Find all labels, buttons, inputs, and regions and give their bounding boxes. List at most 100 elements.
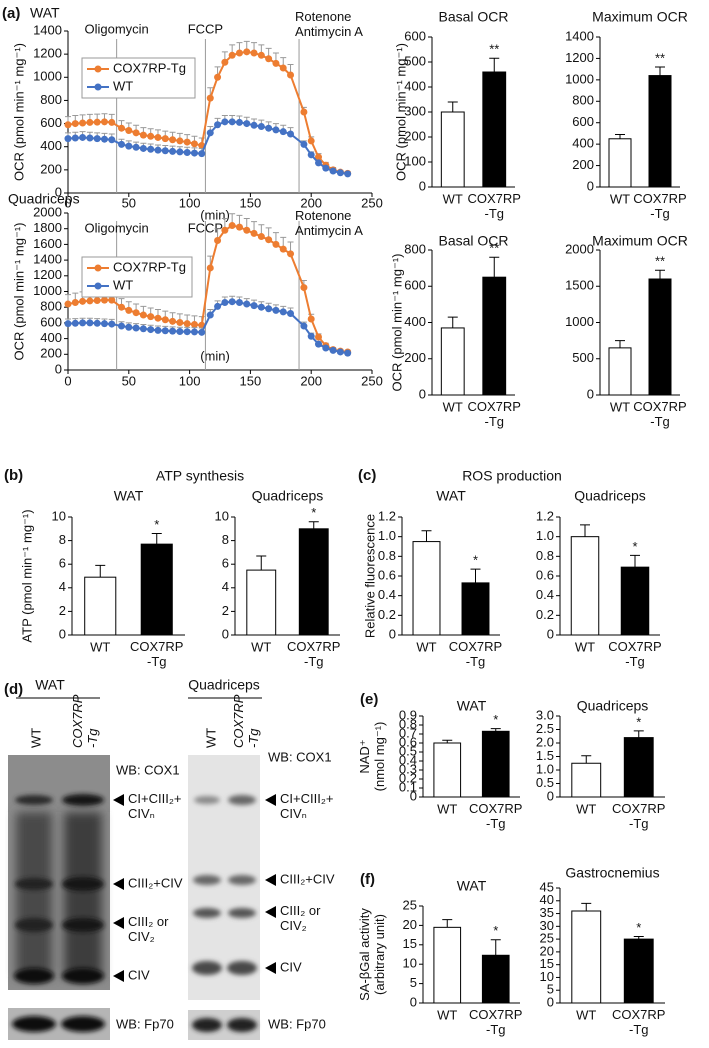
data-point: [190, 328, 198, 336]
y-axis-label: OCR (pmol min⁻¹ mg⁻¹): [11, 223, 26, 361]
error-bar: [490, 939, 501, 956]
y-tick-label: 300: [404, 103, 426, 118]
y-tick-label: 2: [59, 603, 66, 618]
arrow: [113, 970, 124, 982]
x-tick-label: 0: [64, 373, 71, 388]
probe-label: WB: COX1: [116, 762, 180, 777]
error-bar: [581, 755, 592, 764]
data-point: [79, 297, 87, 305]
x-tick-label: WT: [437, 1007, 457, 1022]
data-point: [161, 327, 169, 335]
error-bar: [447, 316, 458, 328]
y-tick-label: 600: [40, 115, 62, 130]
panel-label: (e): [360, 691, 378, 708]
bar: [481, 730, 510, 798]
data-point: [228, 51, 236, 59]
y-tick-label: 500: [572, 350, 594, 365]
error-bar: [581, 902, 592, 911]
y-tick-label: 1000: [33, 69, 62, 84]
y-tick-label: 0: [547, 994, 554, 1009]
y-tick-label: 0: [410, 788, 417, 803]
event-label: Rotenone Antimycin A: [295, 208, 363, 238]
data-point: [147, 145, 155, 153]
y-tick-label: 2000: [565, 241, 594, 256]
chart-title: WAT: [457, 878, 487, 894]
error-bar: [151, 533, 162, 545]
band-label: CIV: [128, 967, 150, 982]
data-point: [329, 167, 337, 175]
y-tick-label: 0.8: [536, 548, 554, 563]
data-point: [190, 140, 198, 148]
y-tick-label: 1500: [565, 278, 594, 293]
band-label: CIII₂+CIV: [280, 871, 335, 886]
bar: [433, 742, 462, 798]
y-tick-label: 0: [587, 178, 594, 193]
y-tick-label: 1.2: [378, 508, 396, 523]
panel-label: (a): [2, 5, 20, 22]
x-tick-label: COX7RP -Tg: [633, 191, 686, 221]
data-point: [71, 298, 79, 306]
data-point: [190, 149, 198, 157]
x-tick-label: WT: [576, 801, 596, 816]
data-point: [183, 320, 191, 328]
data-point: [265, 124, 273, 132]
data-point: [169, 136, 177, 144]
bar: [84, 576, 117, 636]
data-point: [214, 236, 222, 244]
y-tick-label: 0.5: [536, 775, 554, 790]
y-tick-label: 1400: [565, 28, 594, 43]
y-tick-label: 200: [40, 161, 62, 176]
y-tick-label: 3.0: [536, 707, 554, 722]
error-bar: [615, 340, 625, 348]
chart-title: Basal OCR: [438, 9, 508, 25]
lane-label: WT: [28, 728, 43, 748]
x-tick-label: 150: [240, 373, 262, 388]
y-tick-label: 0.8: [399, 716, 417, 731]
data-point: [71, 120, 79, 128]
data-point: [125, 323, 133, 331]
chart-title: Quadriceps: [252, 488, 324, 504]
data-point: [314, 333, 322, 341]
y-tick-label: 800: [572, 93, 594, 108]
data-point: [300, 140, 308, 148]
y-tick-label: 0.6: [378, 567, 396, 582]
panel-label: (b): [4, 467, 23, 484]
x-tick-label: 200: [300, 195, 322, 210]
y-tick-label: 0.9: [399, 707, 417, 722]
y-tick-label: 0: [410, 994, 417, 1009]
data-point: [154, 133, 162, 141]
data-point: [322, 164, 330, 172]
bar: [608, 138, 632, 188]
x-tick-label: COX7RP -Tg: [468, 191, 521, 221]
data-point: [71, 319, 79, 327]
band-label: CIII₂+CIV: [128, 875, 183, 890]
y-axis-label: OCR (pmol min⁻¹ mg⁻¹): [11, 43, 26, 181]
chart-title: Quadriceps: [574, 488, 646, 504]
x-tick-label: WT: [443, 399, 463, 414]
y-tick-label: 35: [540, 905, 554, 920]
legend: [81, 256, 193, 298]
y-tick-label: 0: [547, 788, 554, 803]
x-tick-label: 250: [361, 195, 383, 210]
y-tick-label: 8: [59, 532, 66, 547]
chart-title: Maximum OCR: [592, 233, 688, 249]
significance: *: [636, 920, 641, 935]
data-point: [183, 149, 191, 156]
y-tick-label: 0: [55, 361, 62, 376]
y-tick-label: 1400: [33, 22, 62, 37]
data-point: [235, 118, 243, 126]
bar: [648, 278, 672, 396]
y-tick-label: 2000: [33, 204, 62, 219]
bar: [481, 954, 510, 1004]
data-point: [300, 284, 308, 292]
y-tick-label: 800: [40, 92, 62, 107]
x-tick-label: COX7RP -Tg: [633, 399, 686, 429]
legend-label: WT: [113, 277, 133, 292]
data-point: [307, 315, 315, 323]
data-point: [206, 94, 214, 102]
data-point: [235, 223, 243, 231]
significance: *: [311, 505, 316, 520]
y-tick-label: 8: [222, 532, 229, 547]
data-point: [265, 236, 273, 244]
data-point: [307, 332, 315, 340]
